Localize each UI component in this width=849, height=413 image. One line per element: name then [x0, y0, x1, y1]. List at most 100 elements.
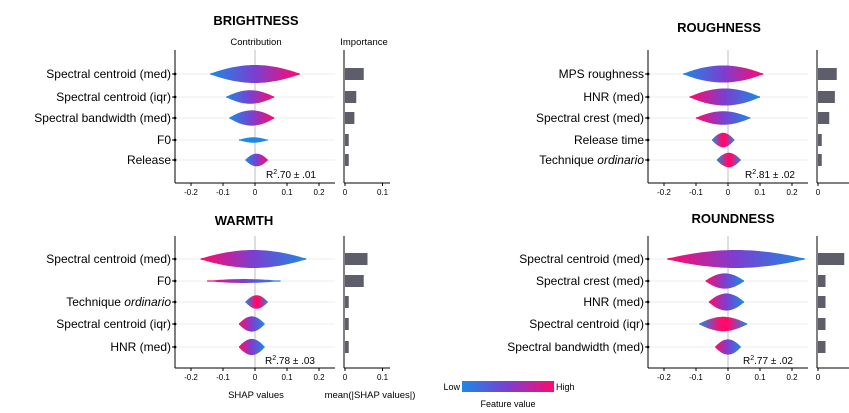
- y-tick-dot: [646, 95, 650, 99]
- shap-axis-label: SHAP values: [228, 390, 284, 401]
- feature-label: Spectral bandwidth (med): [507, 340, 644, 354]
- violin: [715, 339, 741, 355]
- violin: [712, 132, 735, 148]
- violin: [239, 137, 268, 143]
- importance-bar: [345, 154, 349, 166]
- feature-label: Spectral centroid (med): [46, 252, 171, 266]
- violin: [689, 88, 760, 106]
- importance-bar: [818, 91, 835, 103]
- r2-label: R2.81 ± .02: [745, 169, 795, 181]
- x-tick-label: 0: [253, 188, 258, 197]
- x-tick-label: 0.2: [786, 188, 798, 197]
- panel-warmth: WARMTH -0.2 -0.1 0 0.1 0.2 0 0.1 Spectral centr…: [46, 213, 390, 382]
- importance-bar: [345, 296, 349, 308]
- importance-axis-label: mean(|SHAP values|): [325, 390, 416, 401]
- feature-label: HNR (med): [583, 90, 644, 104]
- importance-tick-label: 0.1: [377, 188, 389, 197]
- x-tick-label: -0.1: [216, 373, 230, 382]
- x-tick-label: -0.1: [689, 373, 703, 382]
- x-tick-label: -0.1: [216, 188, 230, 197]
- importance-bar: [345, 134, 349, 146]
- x-tick-label: 0: [726, 188, 731, 197]
- feature-label: Spectral centroid (iqr): [56, 90, 171, 104]
- violin: [207, 279, 281, 283]
- panel-roundness: ROUNDNESS -0.2 -0.1 0 0.1 0.2 0 Spectral centr…: [507, 211, 849, 382]
- y-tick-dot: [173, 345, 177, 349]
- x-tick-label: 0: [253, 373, 258, 382]
- importance-tick-label: 0: [816, 188, 821, 197]
- violin: [696, 111, 751, 125]
- y-tick-dot: [646, 158, 650, 162]
- violin: [699, 316, 748, 332]
- x-tick-label: 0: [726, 373, 731, 382]
- y-tick-dot: [173, 300, 177, 304]
- panel-title: BRIGHTNESS: [213, 13, 299, 28]
- violin: [226, 90, 275, 104]
- feature-label: HNR (med): [583, 295, 644, 309]
- violin: [210, 65, 300, 83]
- panel-title: WARMTH: [215, 213, 274, 228]
- panel-title: ROUNDNESS: [691, 211, 774, 226]
- colorbar-legend: Low High Feature value: [443, 381, 575, 409]
- violin: [239, 338, 265, 356]
- importance-bar: [345, 341, 349, 353]
- y-tick-dot: [173, 158, 177, 162]
- violin: [705, 273, 744, 289]
- feature-label: F0: [157, 274, 171, 288]
- feature-label: HNR (med): [110, 340, 171, 354]
- importance-header: Importance: [340, 37, 388, 48]
- y-tick-dot: [646, 257, 650, 261]
- y-tick-dot: [646, 72, 650, 76]
- x-tick-label: -0.1: [689, 188, 703, 197]
- x-tick-label: -0.2: [184, 188, 198, 197]
- colorbar-low-label: Low: [443, 382, 460, 392]
- feature-label: Spectral bandwidth (med): [34, 111, 171, 125]
- y-tick-dot: [173, 279, 177, 283]
- feature-label: Spectral centroid (iqr): [56, 317, 171, 331]
- importance-bar: [818, 296, 826, 308]
- y-tick-dot: [173, 95, 177, 99]
- x-tick-label: 0.2: [786, 373, 798, 382]
- y-tick-dot: [173, 72, 177, 76]
- x-tick-label: 0.1: [754, 188, 766, 197]
- feature-label: Spectral centroid (med): [519, 252, 644, 266]
- x-tick-label: -0.2: [184, 373, 198, 382]
- violin: [245, 295, 268, 309]
- importance-bar: [818, 253, 845, 265]
- importance-bar: [345, 91, 357, 103]
- r2-value: .81 ± .02: [756, 170, 795, 181]
- feature-label: Spectral centroid (iqr): [529, 317, 644, 331]
- violin: [708, 293, 744, 311]
- feature-label: MPS roughness: [559, 67, 644, 81]
- importance-bar: [818, 318, 826, 330]
- importance-bar: [345, 318, 349, 330]
- violin: [229, 110, 275, 126]
- violin: [200, 250, 307, 268]
- x-tick-label: 0.2: [313, 373, 325, 382]
- y-tick-dot: [646, 345, 650, 349]
- importance-tick-label: 0: [343, 373, 348, 382]
- y-tick-dot: [646, 279, 650, 283]
- feature-label: Technique ordinario: [539, 153, 644, 167]
- y-tick-dot: [173, 257, 177, 261]
- feature-label: Release time: [574, 133, 644, 147]
- violin: [683, 65, 764, 83]
- colorbar-high-label: High: [556, 382, 575, 392]
- r2-value: .78 ± .03: [276, 356, 315, 367]
- panel-title: ROUGHNESS: [677, 20, 761, 35]
- x-tick-label: 0.1: [281, 373, 293, 382]
- panel-brightness: BRIGHTNESS Contribution Importance -0.2 -…: [34, 13, 390, 197]
- importance-tick-label: 0: [816, 373, 821, 382]
- feature-label: Technique ordinario: [66, 295, 171, 309]
- feature-label: Spectral crest (med): [536, 274, 644, 288]
- feature-label: Spectral centroid (med): [46, 67, 171, 81]
- importance-bar: [345, 275, 364, 287]
- importance-tick-label: 0: [343, 188, 348, 197]
- violin: [239, 316, 265, 332]
- x-tick-label: 0.1: [754, 373, 766, 382]
- r2-label: R2.78 ± .03: [265, 355, 315, 367]
- importance-bar: [818, 68, 837, 80]
- importance-bar: [345, 68, 364, 80]
- importance-bar: [818, 341, 826, 353]
